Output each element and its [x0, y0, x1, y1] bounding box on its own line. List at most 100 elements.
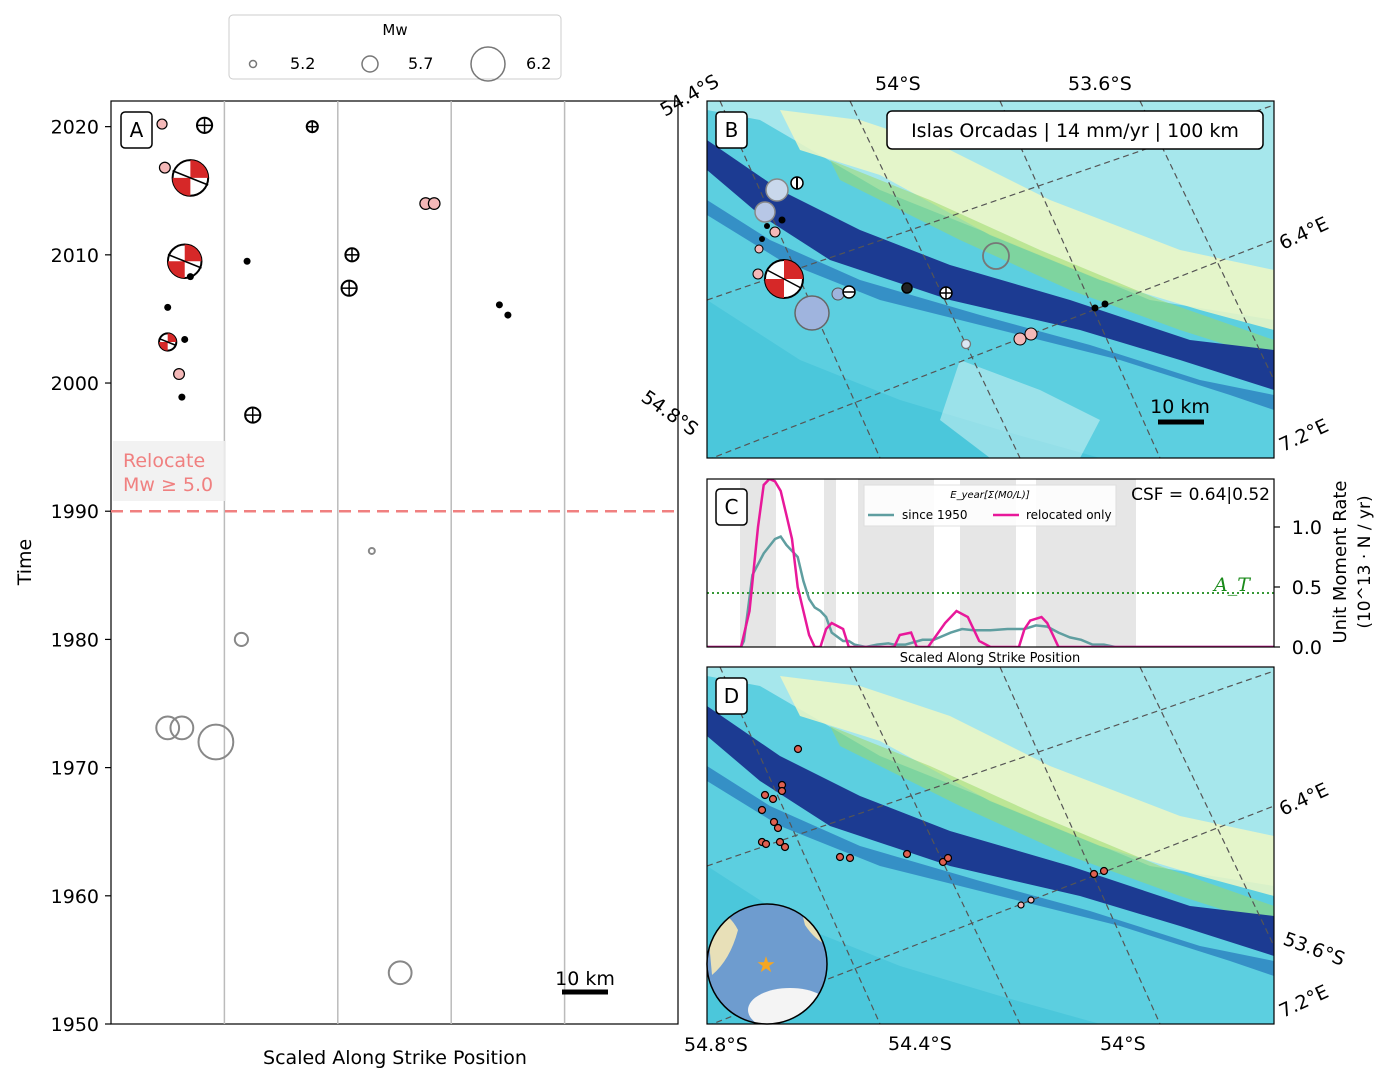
- y-tick-label: 1.0: [1292, 517, 1322, 539]
- event-marker: [1017, 901, 1025, 909]
- event-marker: [761, 839, 771, 849]
- small-event: [243, 257, 251, 265]
- relocated-event: [427, 197, 441, 210]
- panel-b-scalebar-label: 10 km: [1150, 396, 1210, 418]
- focal-mechanism: [340, 279, 358, 297]
- catalog-event: [387, 960, 413, 986]
- panel-c-legend: E_year[Σ(M0/L)] since 1950 relocated onl…: [863, 484, 1117, 527]
- panel-c: 0.0 0.5 1.0 C E_year[Σ(M0/L)] since 1950 r…: [706, 478, 1375, 666]
- legend-title: Mw: [382, 21, 407, 39]
- y-tick-label: 2010: [51, 245, 99, 267]
- panel-a-vgrid: [223, 101, 566, 1024]
- y-tick-label: 1960: [51, 886, 99, 908]
- panel-a-letter: A: [130, 118, 144, 142]
- event-marker: [757, 805, 767, 815]
- y-tick-label: 1970: [51, 758, 99, 780]
- event-marker: [780, 842, 790, 852]
- small-event: [178, 393, 186, 401]
- panel-a: 1950 1960 1970 1980 1990 2000 2010 2020 Relocat…: [14, 100, 679, 1069]
- catalog-event: [197, 723, 235, 761]
- event-marker: [982, 242, 1010, 270]
- panel-c-yticks: 0.0 0.5 1.0: [1274, 517, 1322, 659]
- y-tick-label: 0.5: [1292, 577, 1322, 599]
- series-since-1950: [707, 535, 1274, 647]
- panel-b: B Islas Orcadas | 14 mm/yr | 100 km 10 k…: [637, 70, 1332, 459]
- panel-a-ylabel: Time: [14, 539, 36, 587]
- catalog-event: [155, 715, 181, 741]
- panel-a-yticks: 1950 1960 1970 1980 1990 2000 2010 2020: [51, 117, 111, 1036]
- event-marker: [752, 268, 764, 280]
- panel-b-map: [707, 101, 1274, 458]
- panel-a-tag: [120, 111, 153, 149]
- catalog-event: [233, 631, 250, 648]
- event-marker: [960, 338, 972, 350]
- event-marker: [835, 852, 845, 862]
- star-icon: ★: [756, 953, 776, 978]
- small-event: [495, 301, 503, 309]
- legend-label-relocated: relocated only: [1026, 508, 1112, 522]
- event-marker: [759, 236, 765, 242]
- relocated-event: [158, 161, 171, 174]
- event-marker: [754, 201, 776, 223]
- relocate-label-1: Relocate: [123, 450, 205, 472]
- panel-d-lat-1: 54.8°S: [684, 1034, 748, 1056]
- panel-c-letter: C: [725, 495, 739, 519]
- panel-b-lat-3: 53.6°S: [1068, 73, 1132, 95]
- event-marker: [1101, 300, 1109, 308]
- relocate-label-box: [113, 441, 226, 501]
- panel-c-ylabel-2: (10^13 · N / yr): [1355, 495, 1375, 628]
- y-tick-label: 2020: [51, 117, 99, 139]
- focal-mechanism: [166, 243, 203, 280]
- y-tick-label: 2000: [51, 373, 99, 395]
- legend-frame: [228, 14, 562, 80]
- event-marker: [778, 216, 786, 224]
- panel-b-events: [752, 176, 1109, 350]
- panel-d-frame: [706, 666, 1275, 1025]
- panel-b-lon-1: 6.4°E: [1276, 213, 1332, 255]
- panel-b-letter: B: [725, 118, 739, 142]
- event-marker: [902, 849, 912, 859]
- panel-c-xlabel: Scaled Along Strike Position: [900, 651, 1081, 666]
- legend-label-1: 5.2: [290, 54, 315, 73]
- event-marker: [765, 178, 789, 202]
- event-marker: [793, 744, 803, 754]
- panel-b-title-box: [886, 110, 1264, 150]
- legend-marker-large: [470, 46, 506, 82]
- panel-c-ylabel-1: Unit Moment Rate: [1330, 481, 1351, 644]
- panel-d-lat-2: 54.4°S: [888, 1033, 952, 1055]
- event-marker: [769, 817, 779, 827]
- panel-c-tag: [715, 488, 748, 526]
- y-tick-label: 1950: [51, 1014, 99, 1036]
- catalog-event: [367, 546, 376, 555]
- panel-d-map: [707, 667, 1274, 1024]
- y-tick-label: 0.0: [1292, 637, 1322, 659]
- relocate-label-2: Mw ≥ 5.0: [123, 474, 213, 496]
- event-marker: [1027, 896, 1035, 904]
- panel-c-frame: [706, 478, 1275, 648]
- legend-label-3: 6.2: [526, 54, 551, 73]
- focal-mechanism: [344, 247, 360, 263]
- event-marker: [1024, 327, 1038, 341]
- event-marker: [777, 786, 787, 796]
- focal-mechanism: [244, 406, 262, 424]
- panel-a-frame: [110, 100, 679, 1025]
- small-event: [504, 311, 512, 319]
- event-marker: [794, 295, 830, 331]
- legend-marker-medium: [361, 55, 379, 73]
- small-event: [186, 273, 194, 281]
- panel-b-frame: [706, 100, 1275, 459]
- y-tick-label: 1990: [51, 501, 99, 523]
- focal-mechanism-small: [939, 286, 953, 300]
- event-marker: [1099, 866, 1109, 876]
- event-marker: [768, 794, 778, 804]
- legend-label-2: 5.7: [408, 54, 433, 73]
- event-marker: [764, 223, 770, 229]
- small-event: [164, 303, 172, 311]
- relocated-event: [173, 368, 186, 381]
- catalog-event: [169, 715, 195, 741]
- panel-d-events: [757, 744, 1109, 909]
- event-marker: [845, 853, 855, 863]
- event-marker: [773, 823, 783, 833]
- focal-mechanism: [171, 159, 210, 197]
- panel-b-lat-2: 54°S: [875, 73, 921, 95]
